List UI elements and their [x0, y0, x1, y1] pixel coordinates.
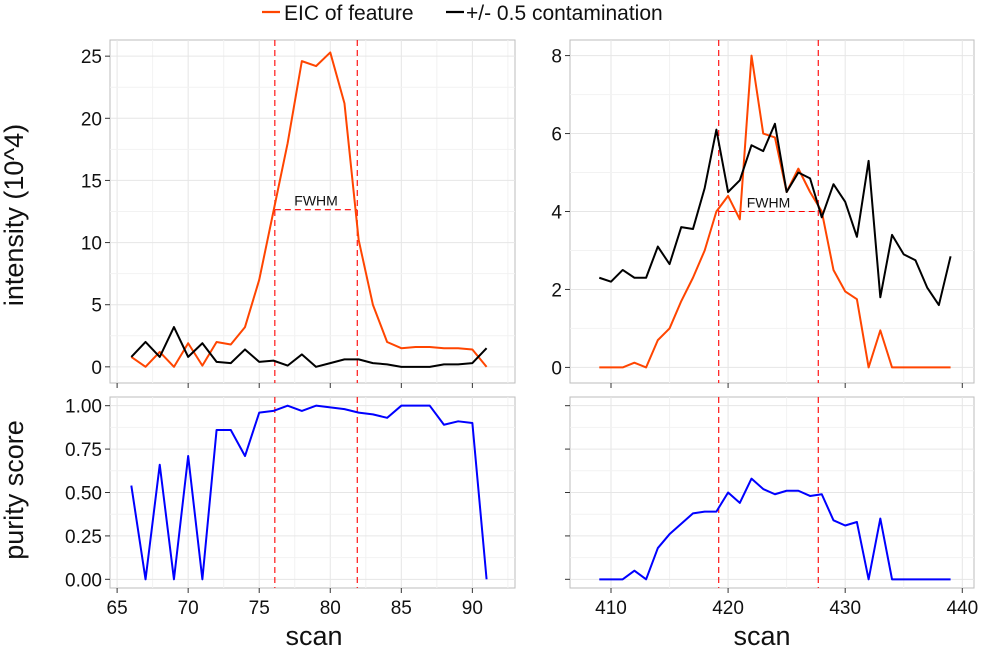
panel-top-right-intensity: 0 2 4 6 8 FWHM — [551, 39, 975, 388]
y-tick-label: 0.00 — [65, 570, 102, 591]
y-tick-label: 0.75 — [65, 440, 102, 461]
fwhm-label: FWHM — [294, 193, 338, 209]
x-tick-label: 90 — [462, 598, 483, 619]
x-tick-label: 430 — [829, 598, 861, 619]
x-tick-label: 410 — [595, 598, 627, 619]
legend-contamination-label: +/- 0.5 contamination — [466, 2, 663, 25]
y-tick-label: 2 — [551, 280, 562, 301]
contamination-series-line — [130, 326, 488, 368]
y-tick-label: 10 — [81, 234, 102, 255]
y-tick-label: 20 — [81, 109, 102, 130]
y-tick-label: 4 — [551, 203, 562, 224]
y-tick-label: 0 — [91, 358, 102, 379]
y-tick-label: 5 — [91, 296, 102, 317]
y-tick-label: 0 — [551, 358, 562, 379]
x-tick-label: 75 — [249, 598, 270, 619]
y-tick-label: 6 — [551, 125, 562, 146]
x-tick-label: 70 — [178, 598, 199, 619]
panel-top-left-intensity: 0 5 10 15 20 25 FWHM — [81, 39, 516, 388]
eic-series-line — [130, 51, 488, 368]
x-axis-title-right: scan — [733, 621, 790, 649]
panel-bottom-left-purity: 0.00 0.25 0.50 0.75 1.00 65 70 75 80 85 90 — [65, 396, 516, 619]
y-tick-label: 15 — [81, 171, 102, 192]
legend: EIC of feature +/- 0.5 contamination — [262, 2, 663, 25]
purity-series-line — [130, 404, 488, 581]
y-tick-label: 0.50 — [65, 484, 102, 505]
legend-eic-label: EIC of feature — [284, 2, 414, 25]
x-tick-label: 65 — [107, 598, 128, 619]
purity-series-line — [599, 477, 951, 581]
y-tick-label: 8 — [551, 47, 562, 68]
y-axis-title-purity: purity score — [0, 420, 29, 560]
x-tick-label: 440 — [946, 598, 978, 619]
y-tick-label: 1.00 — [65, 397, 102, 418]
panel-bottom-right-purity: 410 420 430 440 — [565, 396, 978, 619]
x-axis-title-left: scan — [285, 621, 342, 649]
eic-series-line — [599, 54, 951, 369]
x-tick-label: 420 — [712, 598, 744, 619]
x-tick-label: 80 — [320, 598, 341, 619]
contamination-series-line — [598, 122, 952, 307]
y-axis-title-intensity: intensity (10^4) — [0, 124, 29, 306]
x-tick-label: 85 — [391, 598, 412, 619]
fwhm-label: FWHM — [747, 195, 791, 211]
y-tick-label: 0.25 — [65, 527, 102, 548]
y-tick-label: 25 — [81, 47, 102, 68]
